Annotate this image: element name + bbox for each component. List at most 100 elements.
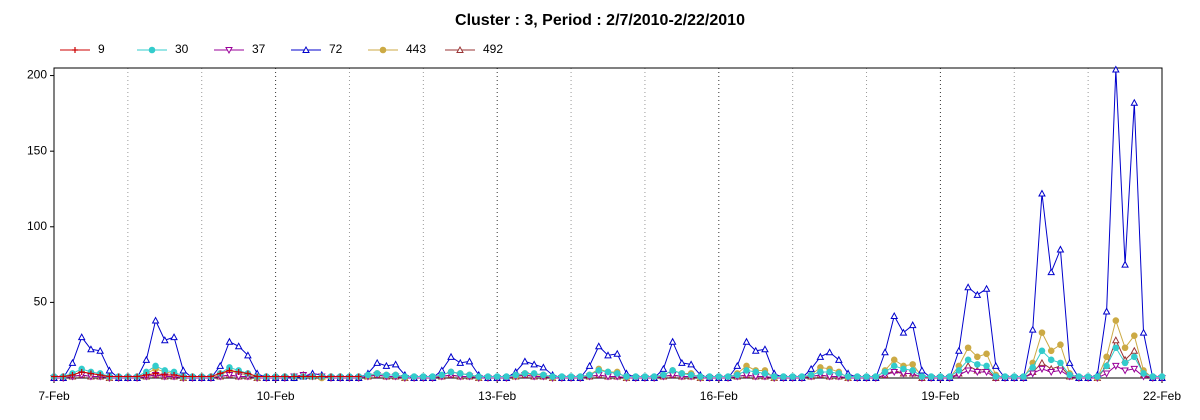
- marker: [410, 373, 418, 380]
- marker: [1066, 371, 1073, 379]
- marker: [318, 373, 325, 380]
- marker: [743, 367, 750, 374]
- marker: [1057, 341, 1064, 349]
- marker: [964, 344, 972, 352]
- marker: [817, 368, 824, 376]
- marker: [521, 370, 529, 377]
- marker: [383, 371, 390, 379]
- marker: [964, 283, 972, 291]
- marker: [142, 355, 151, 363]
- marker: [171, 371, 178, 378]
- marker: [234, 342, 243, 350]
- marker: [281, 373, 288, 380]
- marker: [1038, 189, 1046, 197]
- marker: [697, 373, 704, 380]
- marker: [124, 373, 131, 380]
- marker: [955, 367, 963, 374]
- marker: [1149, 373, 1157, 380]
- y-tick-label: 150: [27, 143, 47, 157]
- marker: [1065, 358, 1074, 366]
- marker: [641, 373, 649, 380]
- marker: [1130, 346, 1139, 354]
- marker: [60, 373, 67, 380]
- marker: [346, 373, 353, 380]
- marker: [1047, 268, 1056, 276]
- marker: [558, 373, 566, 380]
- marker: [742, 337, 751, 345]
- marker: [429, 373, 436, 380]
- marker: [207, 373, 214, 380]
- marker: [420, 373, 427, 380]
- marker: [798, 373, 806, 380]
- marker: [235, 368, 242, 375]
- marker: [807, 364, 815, 372]
- marker: [106, 373, 113, 380]
- marker: [613, 370, 621, 377]
- marker: [752, 368, 760, 376]
- x-tick-label: 22-Feb: [1143, 389, 1181, 403]
- marker: [447, 352, 455, 360]
- marker: [687, 371, 695, 379]
- marker: [179, 366, 188, 374]
- marker: [456, 45, 464, 53]
- marker: [604, 368, 612, 376]
- marker: [456, 358, 465, 366]
- marker: [503, 373, 510, 380]
- marker: [835, 370, 843, 377]
- legend-label: 9: [98, 42, 105, 56]
- marker: [68, 358, 77, 366]
- marker: [401, 373, 409, 380]
- marker: [1084, 373, 1092, 380]
- marker: [1047, 368, 1056, 376]
- marker: [302, 45, 310, 53]
- marker: [1047, 347, 1055, 355]
- x-tick-label: 13-Feb: [478, 389, 516, 403]
- marker: [96, 346, 105, 354]
- marker: [964, 367, 972, 375]
- y-tick-label: 100: [27, 219, 47, 233]
- marker: [585, 361, 594, 369]
- marker: [668, 337, 677, 345]
- y-tick-label: 50: [34, 295, 48, 309]
- marker: [761, 370, 769, 377]
- marker: [789, 373, 796, 380]
- marker: [244, 351, 252, 359]
- marker: [881, 368, 889, 376]
- marker: [465, 357, 474, 365]
- marker: [1131, 353, 1138, 361]
- marker: [1131, 332, 1138, 339]
- marker: [217, 370, 224, 377]
- marker: [1010, 373, 1018, 380]
- marker: [918, 373, 926, 380]
- marker: [816, 352, 825, 360]
- marker: [1111, 65, 1120, 73]
- marker: [992, 373, 1000, 380]
- marker: [890, 311, 899, 319]
- marker: [392, 371, 399, 379]
- marker: [379, 46, 387, 54]
- marker: [540, 371, 547, 379]
- marker: [438, 371, 446, 379]
- marker: [1111, 362, 1120, 370]
- marker: [1112, 344, 1120, 352]
- marker: [1140, 370, 1147, 377]
- marker: [660, 371, 667, 379]
- marker: [225, 47, 233, 55]
- marker: [1121, 344, 1129, 352]
- marker: [484, 373, 492, 380]
- marker: [1111, 336, 1120, 344]
- marker: [1158, 373, 1166, 380]
- marker: [1028, 325, 1037, 333]
- legend-label: 30: [175, 42, 189, 56]
- marker: [373, 358, 382, 366]
- marker: [825, 348, 834, 356]
- marker: [1057, 359, 1064, 367]
- marker: [51, 373, 57, 380]
- marker: [1020, 373, 1027, 380]
- marker: [733, 371, 741, 379]
- marker: [189, 373, 196, 380]
- marker: [1121, 260, 1129, 268]
- marker: [1130, 365, 1139, 373]
